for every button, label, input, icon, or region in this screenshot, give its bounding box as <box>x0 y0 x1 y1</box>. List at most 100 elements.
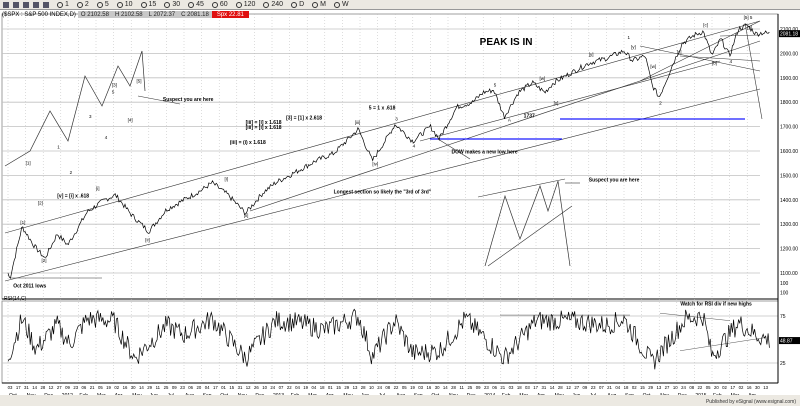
x-day-label: 04 <box>615 385 620 390</box>
x-day-label: 12 <box>246 385 251 390</box>
price-series-line <box>7 23 770 279</box>
x-day-label: 20 <box>714 385 719 390</box>
window-icon[interactable] <box>33 1 39 8</box>
price-tick-label: 1600.00 <box>780 149 798 155</box>
wave-label: [iv] <box>372 162 378 167</box>
x-day-label: 14 <box>139 385 144 390</box>
x-day-label: 02 <box>632 385 637 390</box>
interval-button-15[interactable]: 15 <box>140 1 156 8</box>
wave-label: [c] <box>703 23 708 28</box>
page-icon[interactable] <box>23 1 29 8</box>
clock-icon <box>140 1 147 8</box>
price-axis-bottom-label: 100 <box>780 281 789 287</box>
x-day-label: 28 <box>40 385 45 390</box>
scenario-channel-bottom <box>487 205 573 267</box>
x-day-label: 27 <box>665 385 670 390</box>
x-day-label: 03 <box>509 385 514 390</box>
annotation-text: [iii] = [i] x 1.618 <box>246 120 282 126</box>
x-day-label: 17 <box>533 385 538 390</box>
rsi-trend-line <box>679 337 766 352</box>
x-day-label: 19 <box>410 385 415 390</box>
x-day-label: 21 <box>607 385 612 390</box>
wave-label: [w] <box>540 76 546 81</box>
x-month-label: Mar <box>731 393 740 396</box>
annotation-text: Suspect you are here <box>163 97 214 103</box>
clock-icon <box>312 1 319 8</box>
price-tick-label: 1100.00 <box>780 271 798 277</box>
annotation-text: Longest section so likely the "3rd of 3r… <box>334 190 432 196</box>
interval-button-1[interactable]: 1 <box>57 1 69 8</box>
x-month-label: Oct <box>431 393 439 396</box>
x-month-label: Mar <box>97 393 106 396</box>
annotation-text: Watch for RSI div if new highs <box>680 302 752 308</box>
chart-icon[interactable] <box>3 1 9 8</box>
x-day-label: 15 <box>336 385 341 390</box>
x-day-label: 06 <box>82 385 87 390</box>
symbol-header: ($SPX : S&P 500 INDEX,D) O 2102.58 H 210… <box>2 11 249 18</box>
interval-button-10[interactable]: 10 <box>116 1 133 8</box>
interval-button-5[interactable]: 5 <box>96 1 109 8</box>
wave-label: [1] <box>26 160 31 165</box>
x-day-label: 14 <box>550 385 555 390</box>
x-month-label: Feb <box>502 393 511 396</box>
wave-label: [1] <box>20 220 25 225</box>
grid-icon[interactable] <box>13 1 19 8</box>
wave-label: [x] <box>677 49 682 54</box>
rsi-tick-label: 75 <box>780 314 786 320</box>
x-day-label: 25 <box>468 385 473 390</box>
x-month-label: Jun <box>361 393 369 396</box>
annotation-text: [3] = [1] x 2.618 <box>286 115 322 121</box>
interval-button-W[interactable]: W <box>333 1 349 8</box>
x-day-label: 22 <box>394 385 399 390</box>
wave-label: [w] <box>650 64 656 69</box>
x-day-label: 28 <box>558 385 563 390</box>
interval-button-45[interactable]: 45 <box>188 1 204 8</box>
rsi-tick-label: 100 <box>780 291 789 297</box>
wave-label: 2 <box>70 170 73 175</box>
close-value: C 2081.18 <box>181 11 209 18</box>
interval-button-M[interactable]: M <box>312 1 326 8</box>
x-month-label: Dec <box>467 393 476 396</box>
interval-button-60[interactable]: 60 <box>211 1 228 8</box>
trend-line <box>679 55 761 62</box>
annotation-text: Oct 2011 lows <box>13 284 46 290</box>
crosshair-icon[interactable] <box>43 1 49 8</box>
wave-label: [4] <box>128 118 133 123</box>
chart-area: 1100.00 1200.00 1300.00 1400.00 1500.00 1600.… <box>0 9 800 396</box>
wave-label: [y] <box>747 25 752 30</box>
price-tick-label: 1500.00 <box>780 173 798 179</box>
interval-button-2[interactable]: 2 <box>76 1 89 8</box>
interval-button-120[interactable]: 120 <box>235 1 255 8</box>
trend-line <box>419 60 721 142</box>
trend-line <box>639 20 761 82</box>
price-tick-label: 1800.00 <box>780 100 798 106</box>
wave-label: 3 <box>89 114 92 119</box>
x-day-label: 04 <box>205 385 210 390</box>
x-day-label: 31 <box>541 385 546 390</box>
x-day-label: 31 <box>238 385 243 390</box>
clock-icon <box>96 1 103 8</box>
wave-label: [x] <box>554 101 559 106</box>
wave-label: 2 <box>659 101 662 106</box>
x-day-label: 23 <box>591 385 596 390</box>
price-tick-label: 1200.00 <box>780 247 798 253</box>
x-month-label: 2013 <box>273 393 284 396</box>
x-day-label: 24 <box>270 385 275 390</box>
annotation-text: (iii) = (i) x 1.618 <box>230 140 266 146</box>
x-month-label: 2012 <box>62 393 73 396</box>
x-day-label: 09 <box>476 385 481 390</box>
x-day-label: 08 <box>689 385 694 390</box>
wave-label: [i] <box>224 176 228 181</box>
wave-label: [iii] <box>355 120 361 125</box>
x-day-label: 14 <box>32 385 37 390</box>
interval-button-30[interactable]: 30 <box>164 1 180 8</box>
rsi-series-line <box>7 308 770 370</box>
x-month-label: Apr <box>326 393 334 396</box>
wave-label: [2] <box>38 201 43 206</box>
interval-button-240[interactable]: 240 <box>263 1 283 8</box>
x-day-label: 03 <box>525 385 530 390</box>
x-day-label: 15 <box>640 385 645 390</box>
interval-label: 240 <box>271 1 284 8</box>
interval-button-D[interactable]: D <box>291 1 304 8</box>
x-day-label: 18 <box>320 385 325 390</box>
